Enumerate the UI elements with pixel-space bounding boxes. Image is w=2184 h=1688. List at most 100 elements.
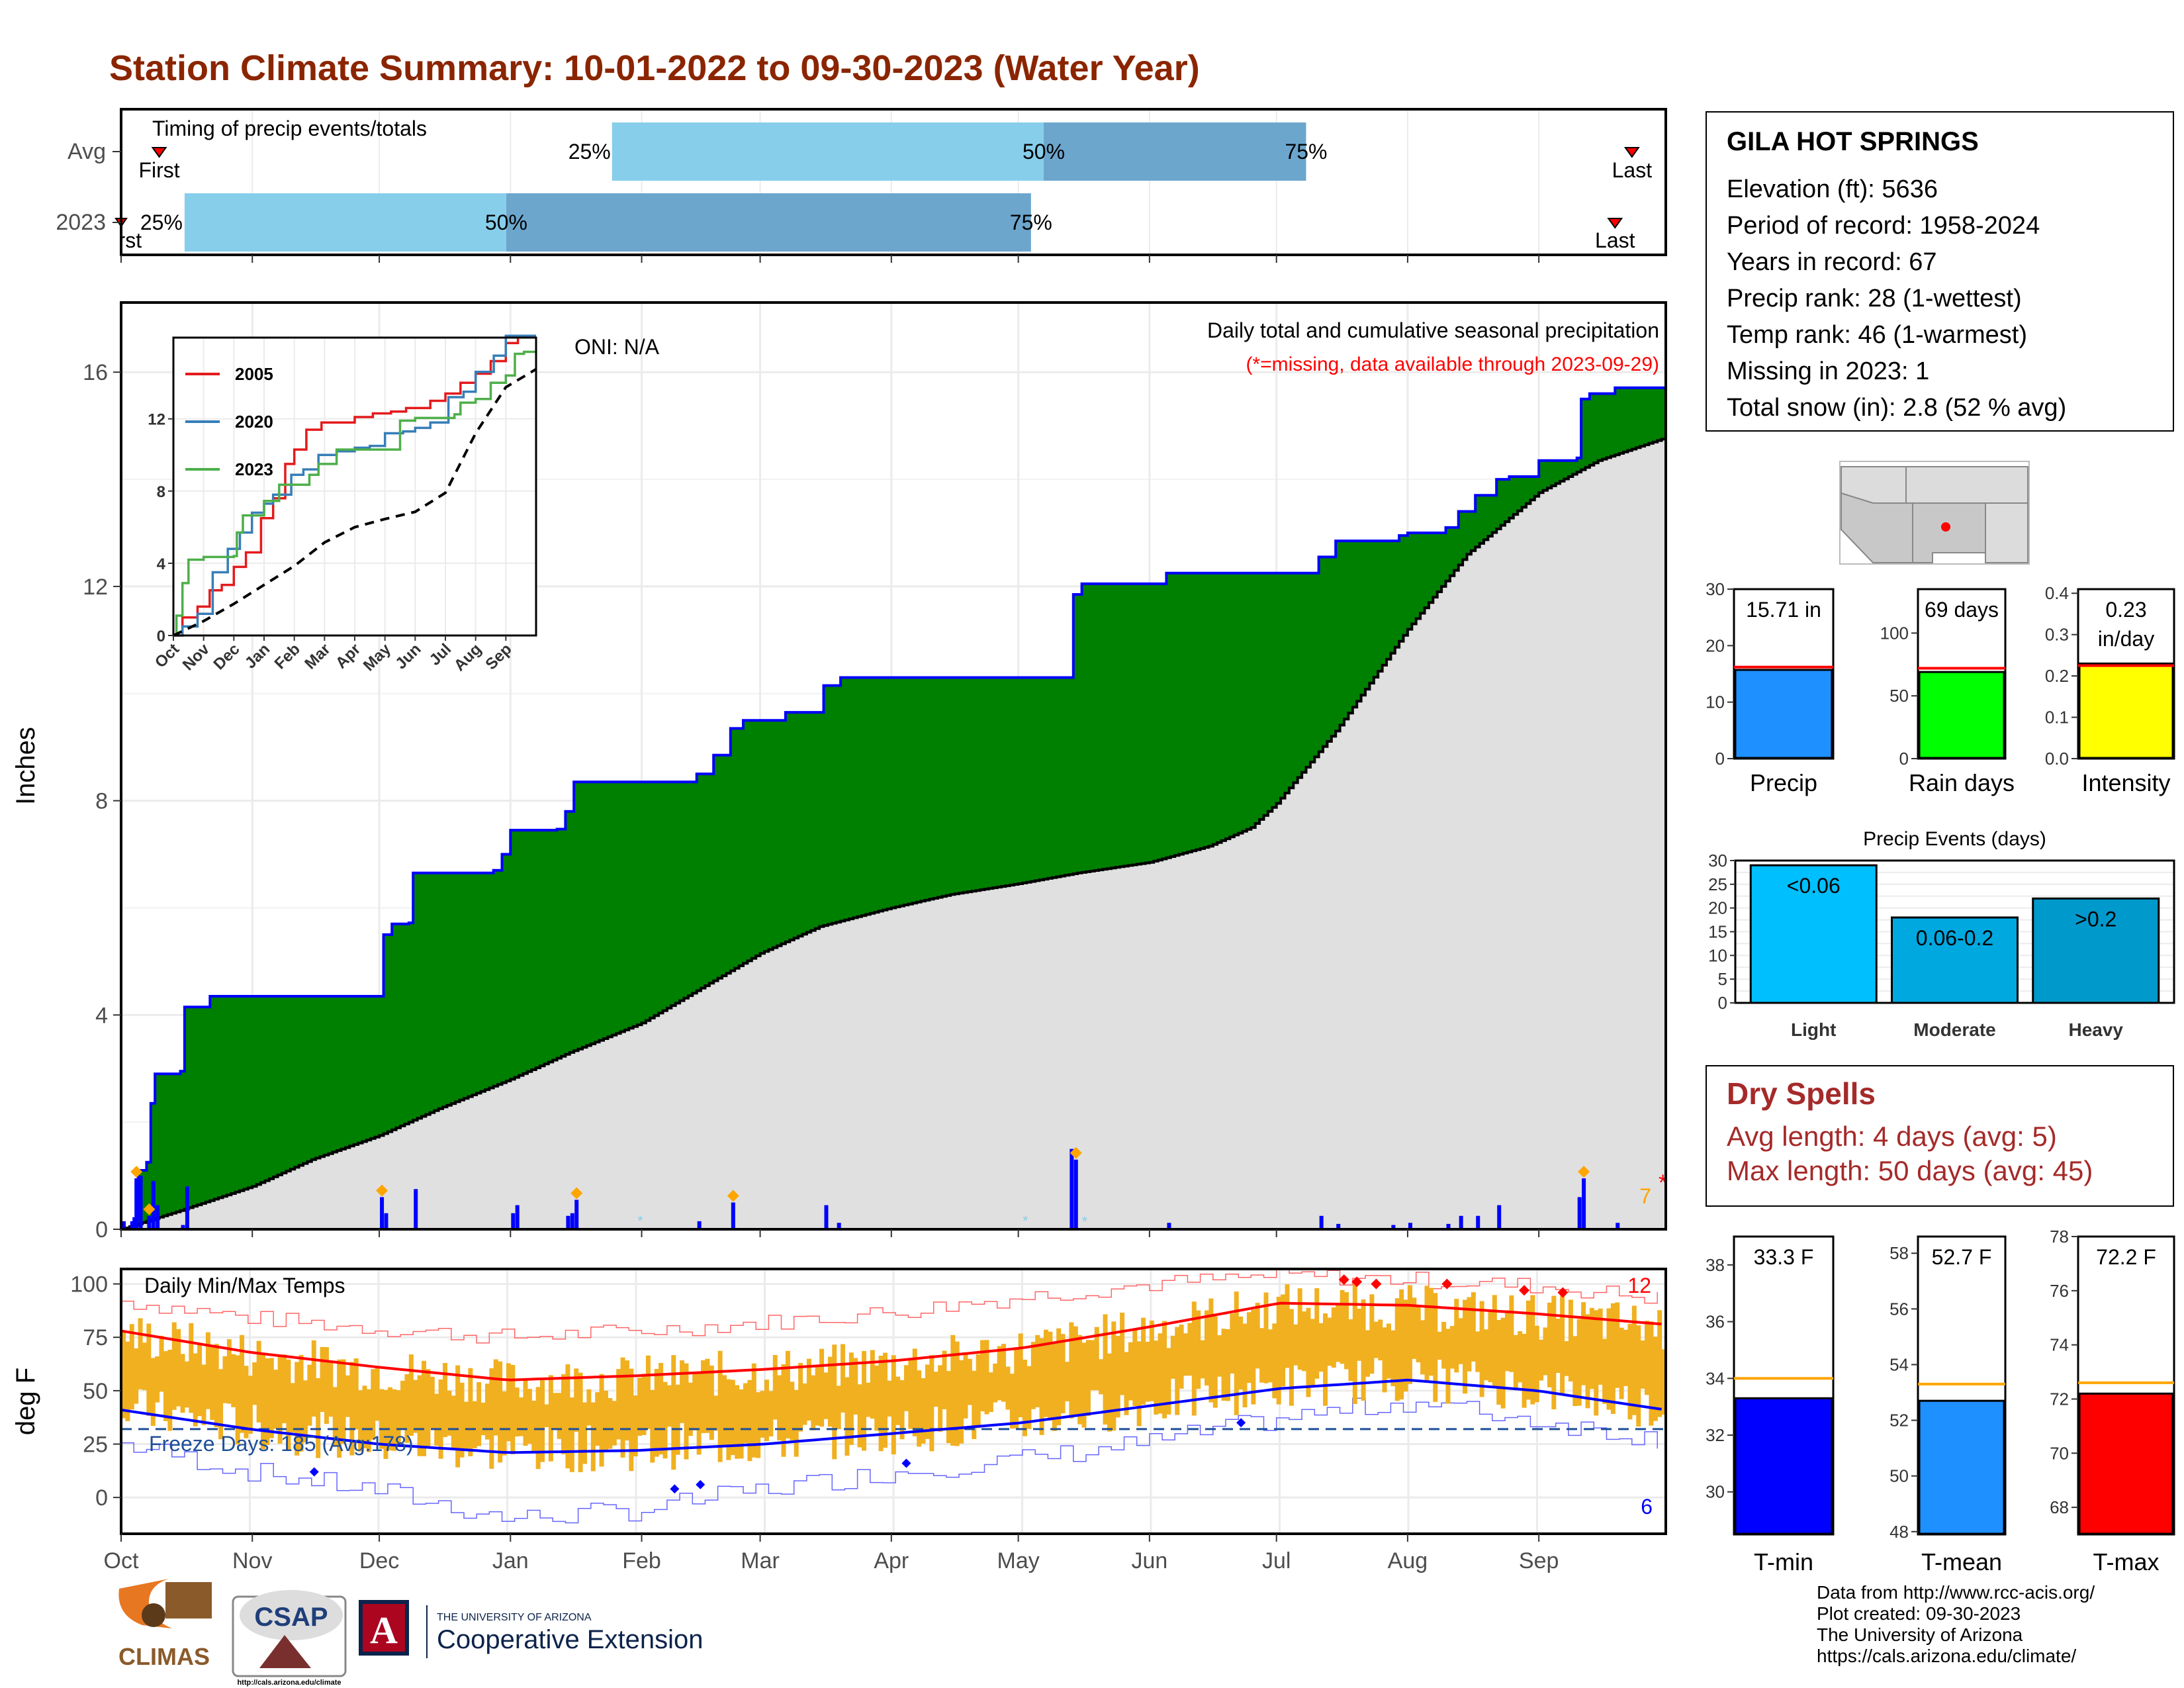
ua-logo-small-text: THE UNIVERSITY OF ARIZONA xyxy=(437,1612,592,1623)
summary-chart-precip: 0 10 20 30 15.71 in Precip xyxy=(1706,579,1835,796)
precip-events-category: Moderate xyxy=(1913,1019,1995,1040)
temp-daily-bar xyxy=(1560,1295,1565,1394)
temp-y-tick-label: 0 xyxy=(95,1485,108,1511)
temp-daily-bar xyxy=(654,1368,659,1457)
summary-chart-y-tick-label: 0.3 xyxy=(2045,625,2069,645)
precip-events-bar xyxy=(1891,916,2019,1004)
temp-daily-bar xyxy=(506,1363,511,1442)
timing-2023-last-marker xyxy=(1607,218,1623,229)
temp-record-low-marker xyxy=(696,1479,705,1489)
temp-daily-bar xyxy=(1208,1298,1214,1403)
temp-daily-bar xyxy=(972,1370,977,1440)
climas-logo-block xyxy=(165,1582,212,1618)
temp-daily-bar xyxy=(413,1380,418,1433)
temp-daily-bar xyxy=(302,1380,308,1442)
temp-daily-bar xyxy=(1149,1320,1154,1401)
temp-daily-bar xyxy=(1044,1329,1048,1417)
temp-daily-bar xyxy=(1225,1329,1230,1401)
temp-daily-bar xyxy=(316,1378,321,1458)
temp-daily-bar xyxy=(477,1382,482,1446)
timing-2023-bar-25-50 xyxy=(184,193,506,252)
temp-daily-bar xyxy=(256,1340,261,1423)
summary-chart-y-tick-label: 0 xyxy=(1899,749,1909,769)
map-station-marker xyxy=(1941,522,1950,532)
temp-y-tick-label: 25 xyxy=(83,1432,108,1458)
temp-daily-bar xyxy=(1255,1303,1260,1369)
timing-2023-p75: 75% xyxy=(1010,211,1052,234)
temp-daily-bar xyxy=(248,1376,253,1434)
temp-daily-bar xyxy=(1344,1292,1349,1370)
temp-daily-bar xyxy=(1048,1331,1053,1421)
temp-daily-bar xyxy=(150,1358,156,1427)
temp-daily-bar xyxy=(1463,1299,1468,1394)
temp-daily-bar xyxy=(1318,1323,1324,1372)
temp-daily-bar xyxy=(933,1372,938,1407)
summary-chart-rain-days: 0 50 100 69 days Rain days xyxy=(1880,588,2015,796)
summary-chart-y-tick-label: 68 xyxy=(2050,1497,2069,1517)
temp-record-high-marker xyxy=(1519,1285,1530,1296)
temp-daily-bar xyxy=(1064,1362,1069,1401)
temp-daily-bar xyxy=(295,1362,300,1456)
temp-daily-bar xyxy=(430,1376,435,1429)
credit-data-source: Data from http://www.rcc-acis.org/ xyxy=(1817,1582,2095,1603)
temp-daily-bar xyxy=(1327,1317,1332,1366)
temp-daily-bar xyxy=(595,1392,600,1446)
temp-daily-bar xyxy=(1518,1331,1523,1383)
temp-daily-bar xyxy=(739,1389,744,1459)
temp-record-high-marker xyxy=(1338,1274,1349,1286)
summary-chart-bar xyxy=(1918,1399,2005,1535)
summary-chart-bar xyxy=(2078,1392,2174,1535)
precip-events-bar xyxy=(2032,897,2160,1004)
temp-daily-bar xyxy=(349,1362,355,1456)
temp-daily-bar xyxy=(408,1354,414,1436)
temp-daily-bar xyxy=(1475,1331,1480,1372)
temp-daily-bar xyxy=(463,1401,469,1450)
summary-chart-y-tick-label: 76 xyxy=(2050,1281,2069,1301)
summary-chart-y-tick-label: 30 xyxy=(1706,579,1725,599)
temp-daily-bar xyxy=(1018,1333,1023,1417)
temp-daily-bar xyxy=(527,1389,532,1444)
summary-chart-value-label: 0.23 xyxy=(2105,598,2146,622)
temp-daily-bar xyxy=(180,1354,185,1413)
precip-daily-bar xyxy=(1497,1205,1502,1229)
inset-x-tick-label: Apr xyxy=(332,640,364,672)
temp-daily-bar xyxy=(387,1387,392,1451)
temp-record-high-marker xyxy=(1351,1276,1363,1288)
temp-daily-bar xyxy=(1009,1374,1015,1429)
temp-daily-bar xyxy=(1166,1348,1171,1415)
temp-daily-bar xyxy=(777,1375,782,1441)
temp-x-tick-label: Jul xyxy=(1262,1548,1291,1573)
temp-daily-bar xyxy=(240,1335,245,1433)
temp-daily-bar xyxy=(332,1387,338,1446)
temp-daily-bar xyxy=(493,1359,498,1436)
temp-daily-bar xyxy=(1060,1334,1066,1414)
temp-daily-bar xyxy=(1479,1301,1484,1397)
temp-daily-bar xyxy=(1191,1301,1197,1416)
temp-daily-bar xyxy=(997,1346,1002,1401)
temp-daily-bar xyxy=(201,1364,206,1425)
temp-daily-bar xyxy=(921,1378,926,1444)
summary-chart-bar xyxy=(1734,1397,1833,1535)
temp-daily-bar xyxy=(1154,1340,1159,1415)
temp-daily-bar xyxy=(713,1395,719,1431)
temp-panel-title: Daily Min/Max Temps xyxy=(144,1274,345,1297)
temp-daily-bar xyxy=(756,1392,761,1458)
temp-daily-bar xyxy=(1631,1305,1637,1415)
precip-y-tick-label: 8 xyxy=(95,789,108,814)
temp-daily-bar xyxy=(1331,1307,1336,1368)
temp-daily-bar xyxy=(1323,1313,1328,1406)
temp-daily-bar xyxy=(442,1363,447,1437)
temp-plot-area xyxy=(121,1269,1666,1534)
summary-chart-value-label: 69 days xyxy=(1925,598,1999,622)
temp-daily-bar xyxy=(764,1380,769,1442)
precip-extreme-marker xyxy=(727,1190,739,1202)
precip-daily-bar xyxy=(1408,1223,1412,1229)
precip-daily-bar xyxy=(414,1189,418,1229)
temp-daily-bar xyxy=(616,1369,621,1440)
timing-avg-p75: 75% xyxy=(1285,140,1327,164)
inset-y-tick-label: 0 xyxy=(157,628,165,645)
temp-daily-bar xyxy=(468,1368,473,1456)
temp-daily-bar xyxy=(544,1404,549,1427)
temp-daily-bar xyxy=(1428,1288,1433,1376)
temp-daily-bar xyxy=(696,1372,702,1455)
